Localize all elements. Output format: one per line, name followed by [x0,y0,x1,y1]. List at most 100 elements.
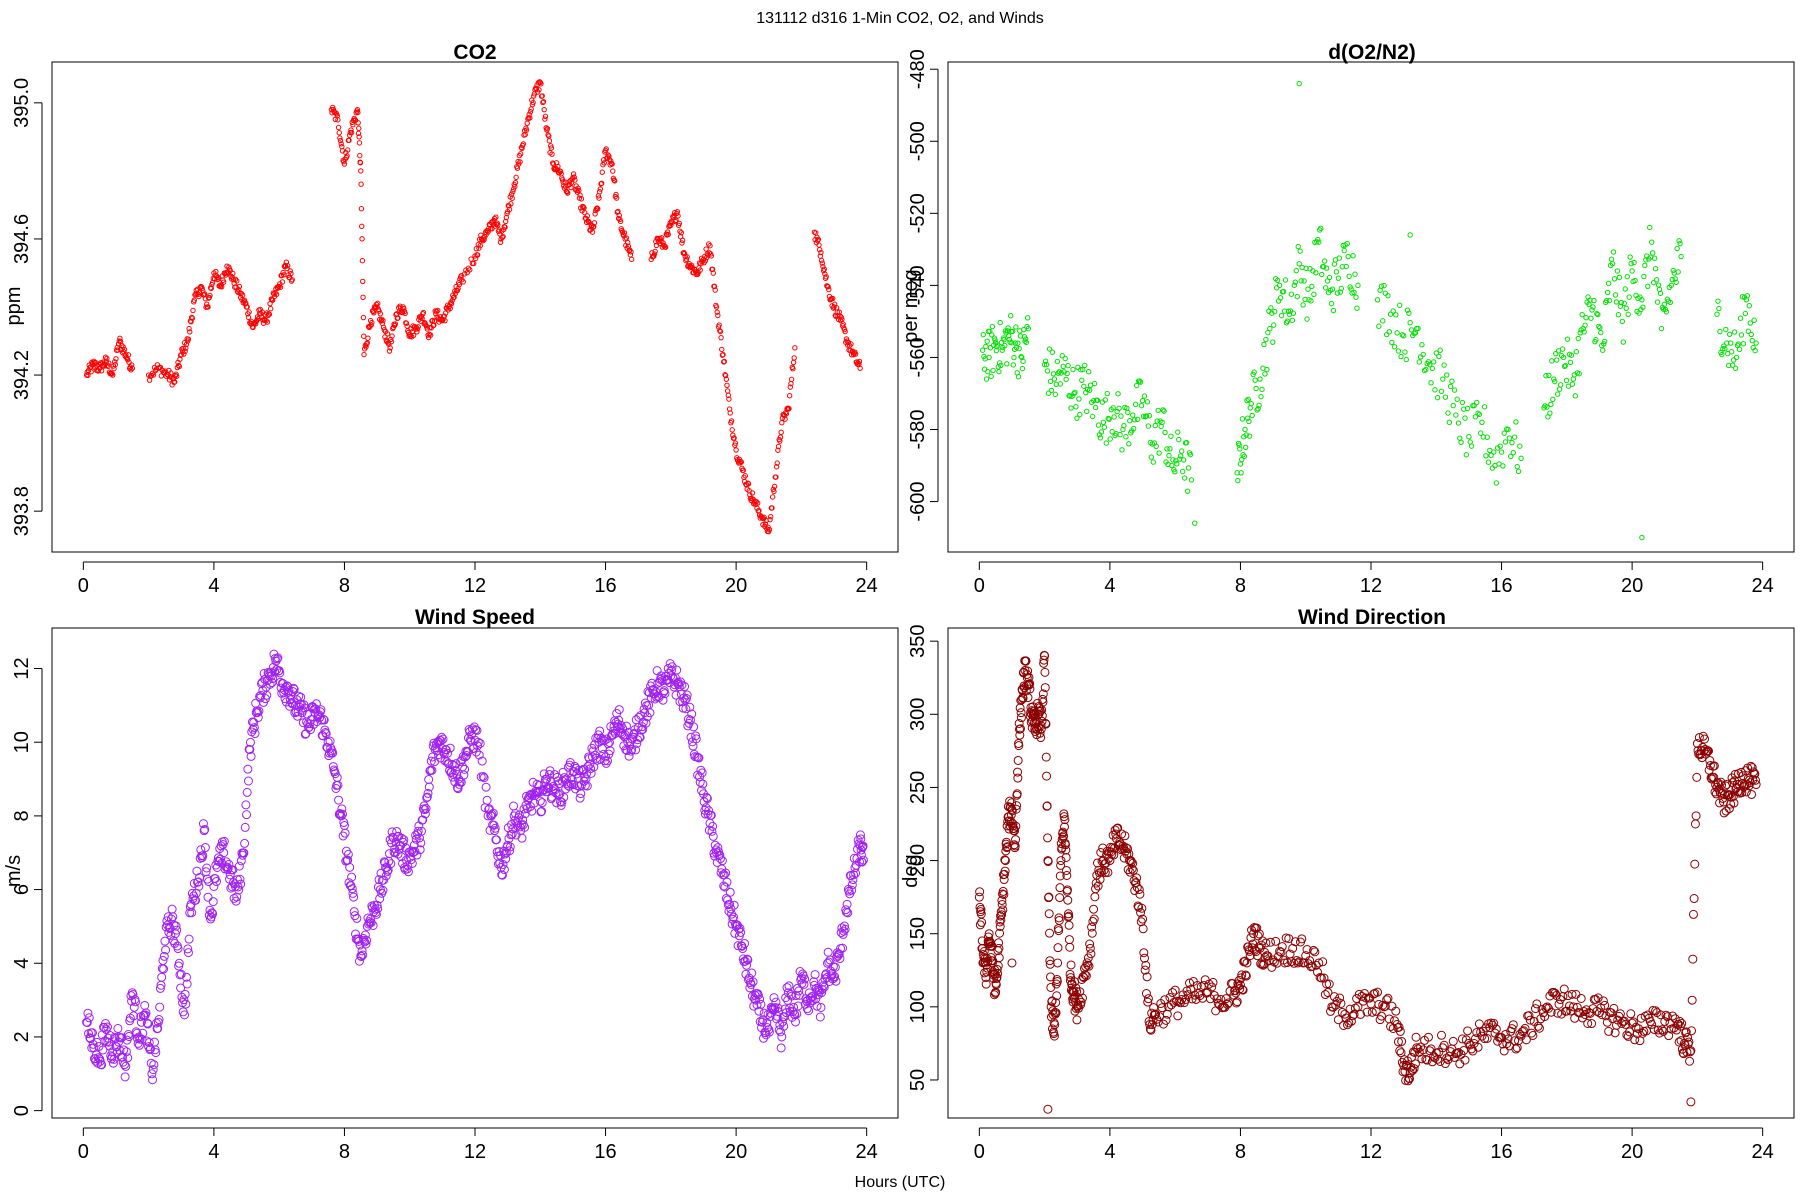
data-point [743,955,753,965]
data-point [1068,405,1074,411]
data-point [1588,315,1594,321]
data-point [277,284,284,291]
data-point [830,962,840,972]
data-point [399,835,409,845]
data-point [754,1006,764,1016]
data-point [181,972,191,982]
data-point [842,328,848,335]
data-point [571,174,577,180]
data-point [1322,979,1332,989]
data-point [1715,298,1721,304]
data-point [1622,286,1628,292]
data-point [1515,468,1522,475]
data-point [816,1002,826,1012]
data-point [1651,255,1658,261]
data-point [1572,1002,1582,1012]
data-point [1022,336,1029,342]
data-point [540,98,547,105]
data-point [345,147,351,153]
data-point [1240,956,1250,966]
data-point [473,741,483,751]
data-point [556,800,566,810]
data-point [611,178,618,184]
data-point [1280,288,1287,295]
data-point [546,776,556,786]
data-point [480,238,486,244]
data-point [742,960,752,970]
data-point [179,348,186,354]
data-point [791,355,797,361]
data-point [451,294,457,300]
data-point [775,443,782,450]
data-point [551,165,557,172]
data-point [1035,706,1045,716]
data-point [555,163,561,170]
data-point [683,714,693,724]
data-point [245,314,252,321]
data-point [681,250,688,257]
data-point [1000,856,1010,866]
data-point [1683,1032,1693,1042]
data-point [249,717,259,727]
data-point [702,794,712,804]
y-tick-label-wind-direction: 250 [907,771,929,804]
data-point [527,115,533,121]
data-point [1356,1009,1366,1019]
x-tick-label-wind-speed: 20 [725,1141,747,1163]
y-tick-label-o2n2: -480 [907,49,929,89]
data-point [1623,305,1629,311]
data-point [1575,1008,1585,1018]
data-point [149,1060,159,1070]
data-point [816,246,823,253]
data-point [665,231,671,238]
ylabel-o2n2: per meg [900,269,922,342]
data-point [1010,826,1020,836]
data-point [1043,833,1053,843]
data-point [232,892,242,902]
data-point [773,1003,783,1013]
data-point [1050,371,1057,377]
data-point [1398,353,1404,360]
data-point [997,910,1007,920]
data-point [818,249,824,256]
data-point [1407,320,1413,326]
data-point [1134,416,1141,423]
data-point [1297,248,1303,254]
data-point [855,830,865,840]
data-point [388,339,395,345]
data-point [1333,269,1340,275]
data-point [423,788,433,798]
data-point [1121,422,1127,429]
data-point [1688,909,1698,919]
data-point [343,849,353,859]
data-point [1007,958,1017,968]
data-point [194,881,204,891]
data-point [1288,291,1295,297]
data-point [187,329,193,335]
data-point [119,1045,129,1055]
data-point [1102,397,1109,403]
data-point [396,852,406,862]
data-point [1085,939,1095,949]
data-point [1320,990,1330,1000]
data-point [1143,994,1153,1004]
data-point [138,1028,148,1038]
data-point [780,1004,790,1014]
data-point [207,292,213,299]
data-point [288,278,295,284]
data-point [1668,1011,1678,1021]
data-point [468,256,474,262]
data-point [154,1015,164,1025]
data-point [1073,404,1079,410]
data-point [575,793,585,803]
data-point [603,756,613,766]
data-point [471,725,481,735]
data-point [1115,391,1121,397]
data-point [1041,719,1051,729]
data-point [771,488,777,495]
data-point [1587,1019,1597,1029]
data-point [613,195,620,201]
data-point [1103,867,1113,877]
x-tick-label-co2: 0 [78,575,89,597]
data-point [505,842,515,852]
